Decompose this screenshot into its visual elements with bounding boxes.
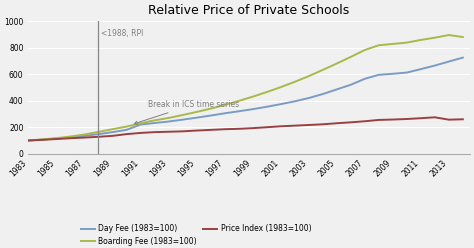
- Legend: Day Fee (1983=100), Boarding Fee (1983=100), Price Index (1983=100): Day Fee (1983=100), Boarding Fee (1983=1…: [78, 221, 314, 248]
- Text: <1988, RPI: <1988, RPI: [100, 29, 143, 38]
- Title: Relative Price of Private Schools: Relative Price of Private Schools: [148, 4, 350, 17]
- Text: Break in ICS time series: Break in ICS time series: [134, 100, 238, 124]
